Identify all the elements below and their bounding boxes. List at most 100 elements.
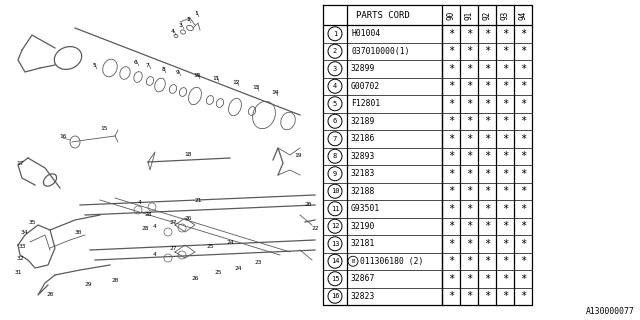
Text: F12801: F12801 xyxy=(351,99,380,108)
Text: *: * xyxy=(448,46,454,56)
Text: 2: 2 xyxy=(333,48,337,54)
Text: *: * xyxy=(502,204,508,214)
Text: *: * xyxy=(520,169,526,179)
Text: *: * xyxy=(484,274,490,284)
Text: 17: 17 xyxy=(16,161,24,165)
Text: *: * xyxy=(502,116,508,126)
Text: *: * xyxy=(466,99,472,109)
Text: *: * xyxy=(448,186,454,196)
Text: 20: 20 xyxy=(111,277,119,283)
Text: *: * xyxy=(484,151,490,161)
Text: 14: 14 xyxy=(271,90,279,94)
Text: *: * xyxy=(484,29,490,39)
Text: *: * xyxy=(448,169,454,179)
Text: 27: 27 xyxy=(169,245,177,251)
Text: *: * xyxy=(466,64,472,74)
Text: *: * xyxy=(502,99,508,109)
Text: 26: 26 xyxy=(184,215,192,220)
Text: *: * xyxy=(466,46,472,56)
Text: 32899: 32899 xyxy=(351,64,376,73)
Text: 7: 7 xyxy=(146,62,150,68)
Text: 23: 23 xyxy=(254,260,262,265)
Text: *: * xyxy=(448,291,454,301)
Text: *: * xyxy=(484,99,490,109)
Text: *: * xyxy=(502,274,508,284)
Text: G00702: G00702 xyxy=(351,82,380,91)
Text: *: * xyxy=(484,221,490,231)
Text: *: * xyxy=(520,221,526,231)
Text: *: * xyxy=(466,116,472,126)
Text: 91: 91 xyxy=(465,10,474,20)
Text: *: * xyxy=(520,274,526,284)
Text: 12: 12 xyxy=(331,223,339,229)
Text: 7: 7 xyxy=(333,136,337,142)
Text: *: * xyxy=(466,169,472,179)
Text: 11: 11 xyxy=(331,206,339,212)
Text: *: * xyxy=(520,29,526,39)
Text: *: * xyxy=(448,116,454,126)
Text: *: * xyxy=(484,291,490,301)
Text: *: * xyxy=(448,256,454,266)
Text: 18: 18 xyxy=(184,151,192,156)
Text: 22: 22 xyxy=(311,226,319,230)
Text: 35: 35 xyxy=(28,220,36,225)
Text: *: * xyxy=(466,186,472,196)
Text: *: * xyxy=(466,239,472,249)
Text: G93501: G93501 xyxy=(351,204,380,213)
Text: *: * xyxy=(520,64,526,74)
Text: 32823: 32823 xyxy=(351,292,376,301)
Text: 6: 6 xyxy=(333,118,337,124)
Text: 16: 16 xyxy=(60,133,67,139)
Text: 4: 4 xyxy=(333,83,337,89)
Text: *: * xyxy=(466,221,472,231)
Text: 5: 5 xyxy=(92,62,96,68)
Text: 31: 31 xyxy=(14,269,22,275)
Text: 5: 5 xyxy=(333,101,337,107)
Text: *: * xyxy=(466,256,472,266)
Text: 037010000(1): 037010000(1) xyxy=(351,47,410,56)
Text: *: * xyxy=(448,64,454,74)
Text: *: * xyxy=(502,186,508,196)
Text: 4: 4 xyxy=(138,201,142,205)
Text: 12: 12 xyxy=(232,79,240,84)
Text: *: * xyxy=(502,64,508,74)
Text: 32189: 32189 xyxy=(351,117,376,126)
Text: 14: 14 xyxy=(331,258,339,264)
Text: 8: 8 xyxy=(161,67,165,71)
Text: *: * xyxy=(484,134,490,144)
Text: 28: 28 xyxy=(144,212,152,218)
Text: *: * xyxy=(448,134,454,144)
Text: 9: 9 xyxy=(333,171,337,177)
Text: *: * xyxy=(448,81,454,91)
Text: *: * xyxy=(520,116,526,126)
Text: *: * xyxy=(484,239,490,249)
Text: *: * xyxy=(466,134,472,144)
Text: 1: 1 xyxy=(194,11,198,15)
Text: 13: 13 xyxy=(331,241,339,247)
Text: 33: 33 xyxy=(19,244,26,249)
Text: 11: 11 xyxy=(212,76,220,81)
Text: 90: 90 xyxy=(447,10,456,20)
Text: *: * xyxy=(520,291,526,301)
Text: *: * xyxy=(520,239,526,249)
Text: *: * xyxy=(520,204,526,214)
Text: *: * xyxy=(520,99,526,109)
Text: *: * xyxy=(484,46,490,56)
Text: 93: 93 xyxy=(500,10,509,20)
Text: 19: 19 xyxy=(294,153,301,157)
Text: *: * xyxy=(448,274,454,284)
Text: 15: 15 xyxy=(331,276,339,282)
Text: 21: 21 xyxy=(195,197,202,203)
Text: 30: 30 xyxy=(74,229,82,235)
Text: *: * xyxy=(502,151,508,161)
Text: *: * xyxy=(484,116,490,126)
Text: 32188: 32188 xyxy=(351,187,376,196)
Text: 32: 32 xyxy=(16,255,24,260)
Text: *: * xyxy=(520,134,526,144)
Text: *: * xyxy=(448,151,454,161)
Text: *: * xyxy=(484,81,490,91)
Text: 4: 4 xyxy=(171,28,175,34)
Text: 25: 25 xyxy=(214,270,221,276)
Text: *: * xyxy=(448,29,454,39)
Text: 3: 3 xyxy=(333,66,337,72)
